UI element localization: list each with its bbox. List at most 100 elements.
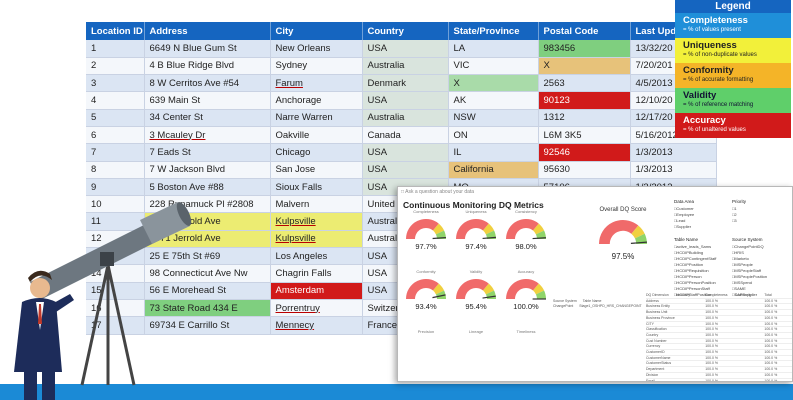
table-cell: San Jose: [270, 161, 363, 179]
gauge-validity: Validity 95.4%: [454, 269, 498, 311]
table-cell: 1: [86, 40, 145, 58]
grid-header: Completeness: [705, 293, 728, 297]
table-cell: 7 Eads St: [144, 143, 271, 162]
grid-cell: 100.0 %: [705, 321, 719, 326]
table-row[interactable]: 5 34 Center St Narre Warren Australia NSW 131…: [86, 109, 717, 127]
gauge-segment: [406, 279, 439, 299]
table-row[interactable]: 1 6649 N Blue Gum St New Orleans USA LA 98345…: [86, 40, 717, 58]
table-cell: 69734 E Carrillo St: [144, 316, 271, 335]
filter-option[interactable]: Employee: [674, 212, 694, 218]
gauge-value: 95.4%: [465, 302, 487, 311]
grid-cell: [676, 361, 706, 366]
table-row[interactable]: 4 639 Main St Anchorage USA AK 90123 12/10/20: [86, 91, 717, 110]
table-cell: Anchorage: [270, 91, 363, 110]
filter-option[interactable]: SAME: [732, 286, 767, 292]
filter-option[interactable]: Marketo: [732, 256, 767, 262]
grid-header: Total: [764, 293, 772, 297]
column-header[interactable]: State/Province: [448, 22, 539, 40]
gauge-segment: [485, 230, 496, 239]
filter-source-system[interactable]: Source System ChangePointDQHRISMarketoMS…: [732, 237, 767, 298]
grid-cell: 100.0 %: [705, 332, 719, 337]
filter-option[interactable]: Customer: [674, 206, 694, 212]
filter-table-name[interactable]: Table Name active_leads_SamsHCDIPBuildin…: [674, 237, 716, 298]
column-header[interactable]: City: [270, 22, 363, 40]
grid-cell: 100.0 %: [705, 304, 719, 309]
filter-option[interactable]: HCDIPStaffPosition: [674, 292, 716, 298]
grid-cell: 100.0 %: [705, 310, 719, 315]
filter-title: Source System: [732, 237, 763, 242]
gauge-precision: Precision: [404, 329, 448, 362]
table-cell: VIC: [448, 57, 539, 76]
filter-option[interactable]: HCDIPPersonStaff: [674, 286, 716, 292]
column-header[interactable]: Address: [144, 22, 271, 40]
filter-option[interactable]: SAPSupplier: [732, 292, 767, 298]
table-cell: Farum: [270, 74, 363, 93]
filter-option[interactable]: ChangePointDQ: [732, 244, 767, 250]
filter-option[interactable]: HRIS: [732, 250, 767, 256]
filter-option[interactable]: Supplier: [674, 224, 694, 230]
grid-cell: [676, 310, 706, 315]
gauge-segment: [634, 233, 647, 244]
grid-cell: 100.0 %: [705, 372, 719, 377]
filter-option[interactable]: MSPeopleStaff: [732, 268, 767, 274]
gauge-segment: [506, 279, 539, 299]
gauge-needle: [432, 236, 446, 240]
filter-option[interactable]: HCDIPRequisition: [674, 268, 716, 274]
filter-data-area[interactable]: Data Area CustomerEmployeeLeadSupplier: [674, 199, 694, 230]
table-cell: Chicago: [270, 143, 363, 162]
grid-cell: 100.0 %: [705, 344, 719, 349]
filter-option[interactable]: MSSpend: [732, 280, 767, 286]
filter-priority[interactable]: Priority 123: [732, 199, 746, 224]
grid-cell: 100.0 %: [764, 327, 778, 332]
grid-row: Business Unit 100.0 % 100.0 %: [646, 310, 792, 316]
table-cell: 7 W Jackson Blvd: [144, 161, 271, 179]
filter-option[interactable]: HCDIPBuilding: [674, 250, 716, 256]
grid-cell: 100.0 %: [764, 304, 778, 309]
gauge-dial: [456, 219, 496, 240]
filter-option[interactable]: HCDIPPerson: [674, 274, 716, 280]
source-header: Table Name: [582, 299, 602, 303]
table-cell: 639 Main St: [144, 91, 271, 110]
column-header[interactable]: Location ID: [86, 22, 145, 40]
grid-row: CustomerID 100.0 % 100.0 %: [646, 350, 792, 356]
gauge-dial: [406, 279, 446, 299]
table-cell: 2: [86, 57, 145, 76]
filter-option[interactable]: 1: [732, 206, 746, 212]
grid-cell: [735, 316, 765, 321]
grid-cell: Business Province: [646, 315, 675, 320]
table-cell: 98 Connecticut Ave Nw: [144, 264, 271, 283]
filter-option[interactable]: HCDIPPersonPosition: [674, 280, 716, 286]
gauge-completeness: Completeness 97.7%: [404, 209, 448, 251]
grid-cell: 100.0 %: [764, 350, 778, 355]
filter-option[interactable]: HCDIPContingentStaff: [674, 256, 716, 262]
filter-option[interactable]: active_leads_Sams: [674, 244, 716, 250]
source-cell: Stage1_OSHPD_HRS_CHANGEPOINT: [579, 304, 642, 308]
grid-row: Classification 100.0 % 100.0 %: [646, 327, 792, 333]
column-header[interactable]: Postal Code: [538, 22, 631, 40]
gauge-segment: [535, 230, 546, 239]
table-cell: 7: [86, 143, 145, 162]
grid-cell: [735, 373, 765, 378]
filter-option[interactable]: 3: [732, 218, 746, 224]
filter-option[interactable]: Lead: [674, 218, 694, 224]
legend-title: Legend: [675, 0, 791, 13]
filter-option[interactable]: 2: [732, 212, 746, 218]
filter-option[interactable]: MSPeoplePosition: [732, 274, 767, 280]
filter-option[interactable]: MSPeople: [732, 262, 767, 268]
gauge-segment: [433, 223, 445, 235]
column-header[interactable]: Country: [362, 22, 449, 40]
gauge-dial: [456, 279, 496, 299]
filter-option[interactable]: HCDIPPosition: [674, 262, 716, 268]
grid-cell: 100.0 %: [705, 338, 719, 343]
grid-cell: Cust Number: [646, 338, 667, 343]
table-cell: 228 Runamuck Pl #2808: [144, 195, 271, 214]
gauge-value: 97.7%: [415, 242, 437, 251]
grid-cell: 100.0 %: [764, 378, 778, 382]
qa-search-box[interactable]: □ Ask a question about your data: [401, 189, 475, 195]
dashboard-title: Continuous Monitoring DQ Metrics: [403, 200, 544, 210]
